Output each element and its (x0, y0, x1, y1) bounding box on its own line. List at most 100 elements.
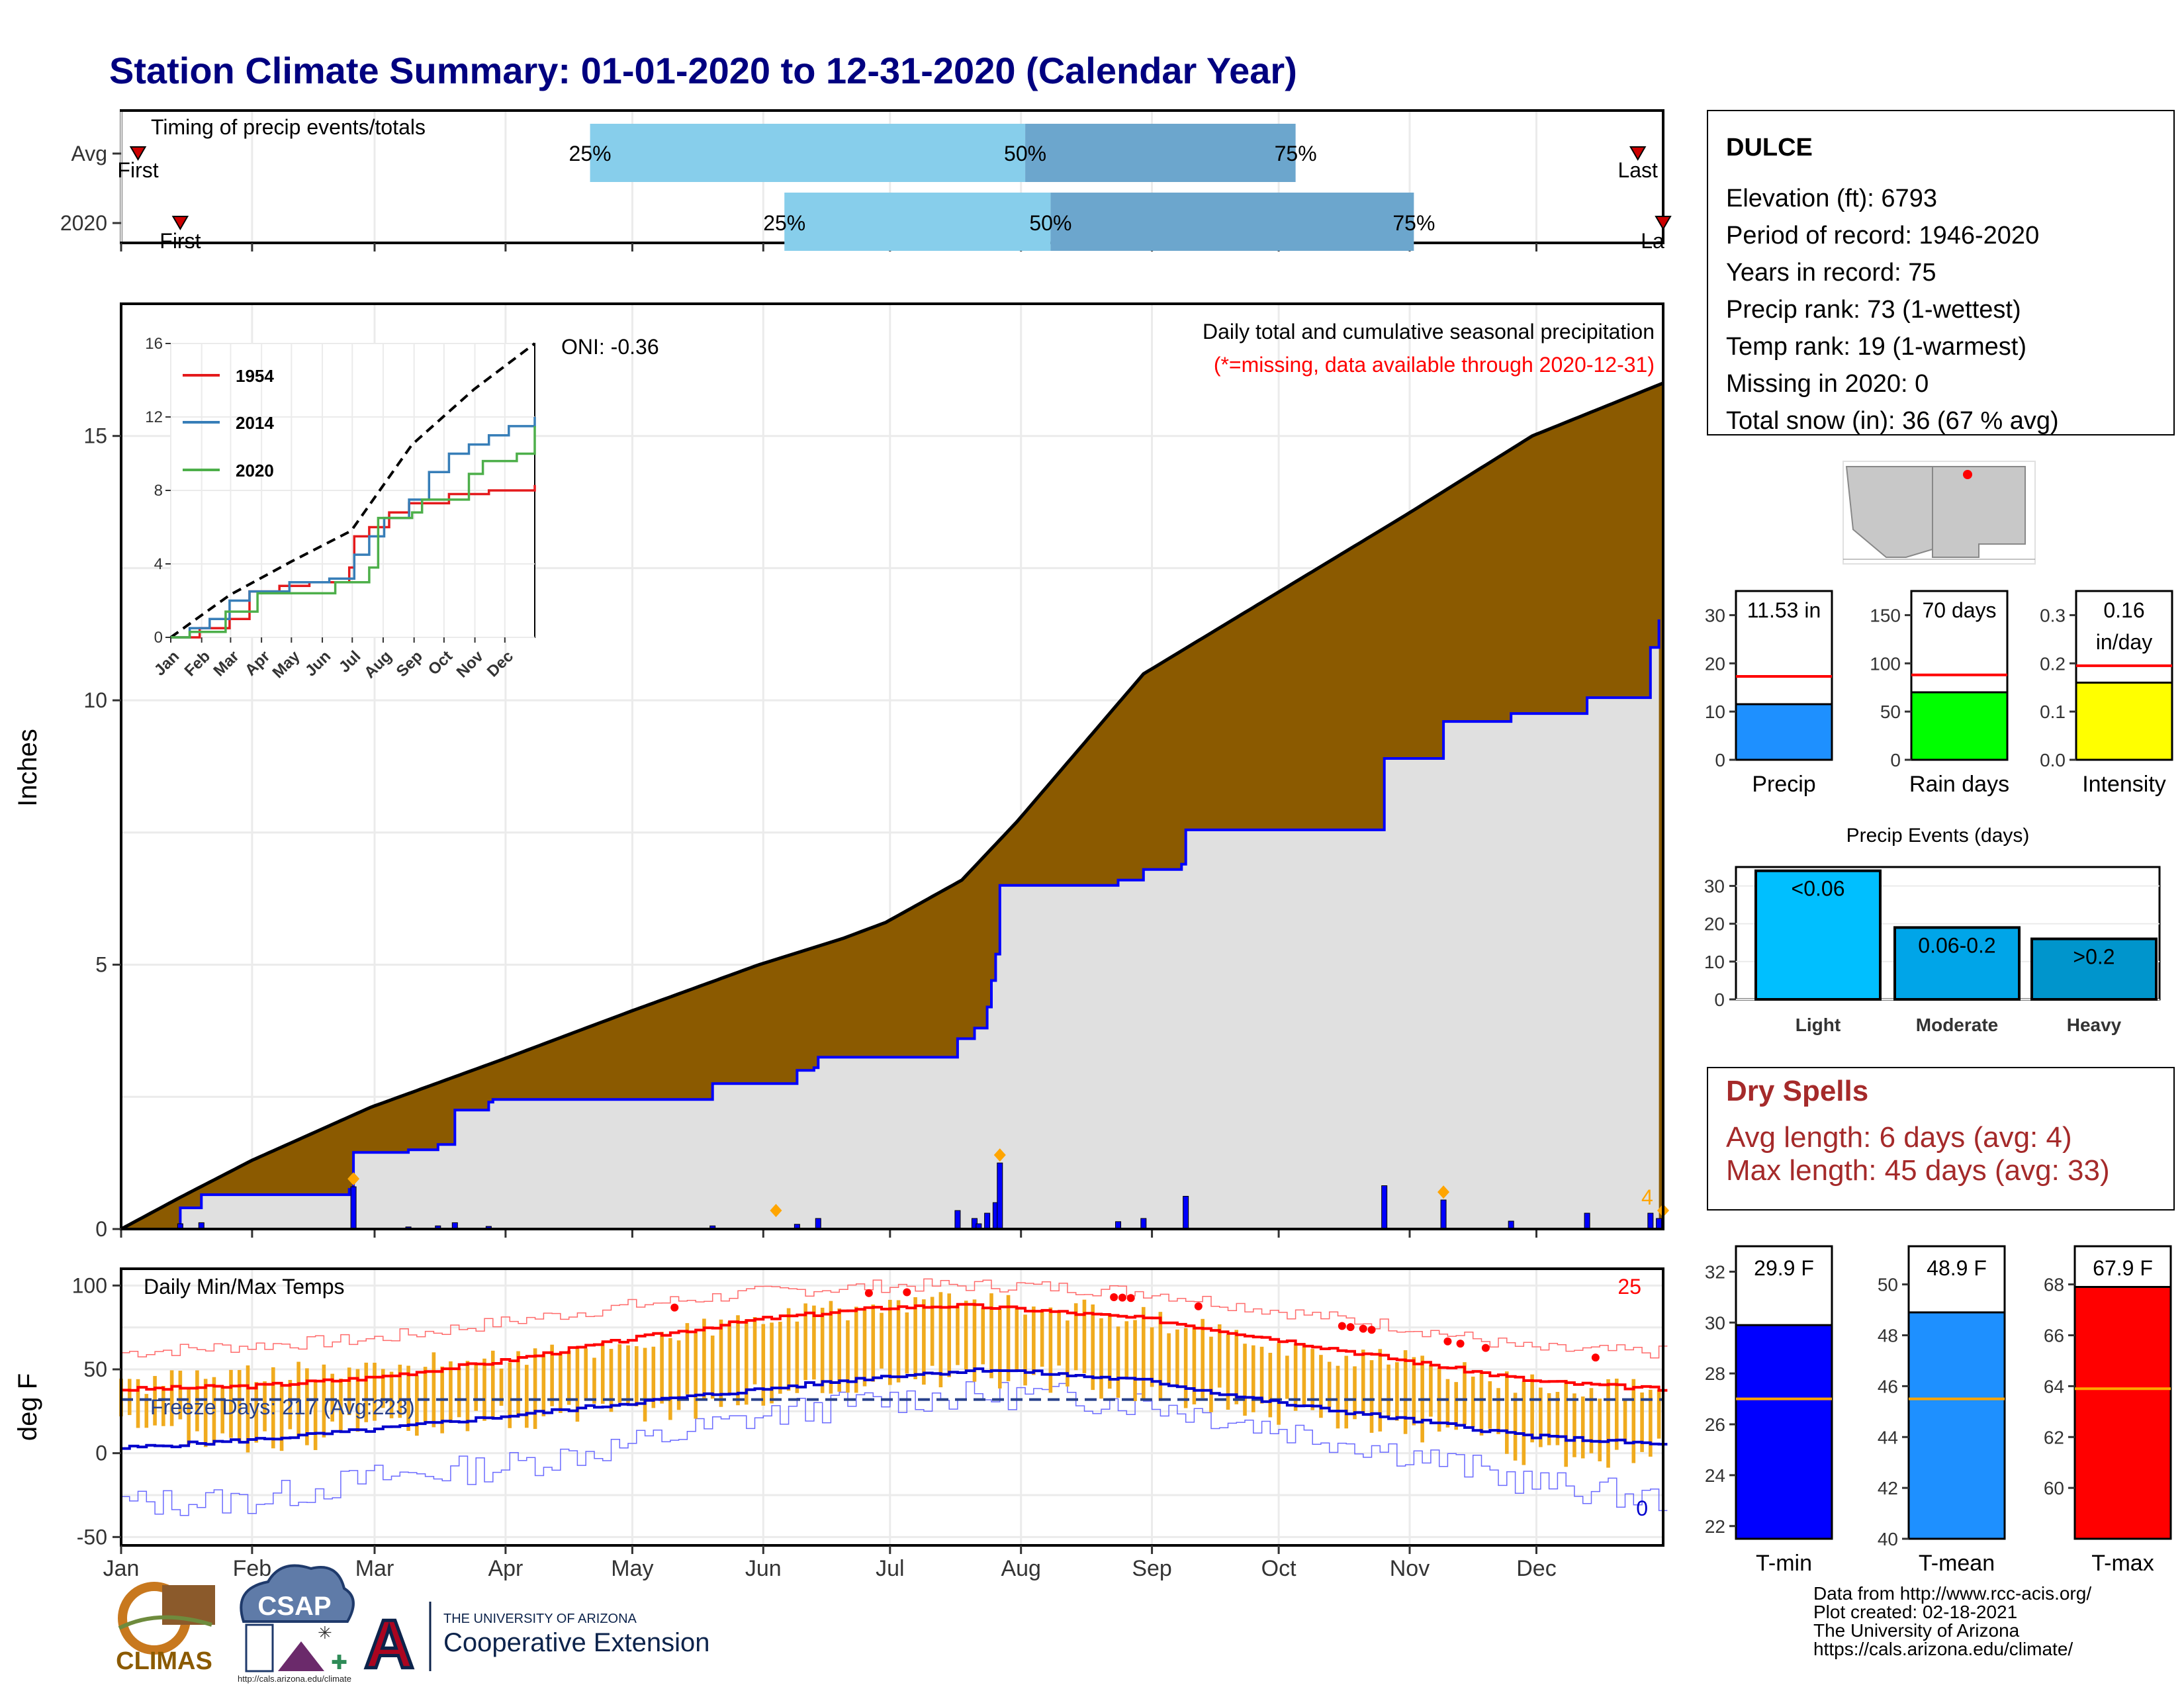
timing-row-2020-label: 2020 (60, 211, 107, 235)
station-name: DULCE (1726, 134, 1813, 161)
temp-range-bar-33 (254, 1382, 259, 1443)
temp-range-bar-101 (541, 1354, 546, 1416)
inset-chart: 1954 2014 2020 0481216JanFebMarAprMayJun… (145, 335, 536, 682)
temp-range-bar-225 (1066, 1320, 1069, 1387)
temp-gauge-1-ytick-label-1: 42 (1878, 1478, 1898, 1498)
inset-series-2014 (171, 417, 536, 639)
record-high-dot-icon-12 (1456, 1340, 1465, 1348)
timing-2020-75pct: 75% (1392, 211, 1435, 235)
gauge-2-ytick-label-1: 0.1 (2040, 702, 2066, 722)
oni-value: ONI: -0.36 (561, 335, 659, 359)
temp-range-bar-343 (1564, 1379, 1568, 1467)
temp-range-bar-321 (1471, 1377, 1475, 1428)
temp-range-bar-325 (1488, 1381, 1492, 1429)
precip-ytick-label-0: 0 (95, 1217, 107, 1241)
temperature-panel: -50 0 50 100 Jan Feb Mar Apr May Jun Jul Aug Sep Oct… (13, 1267, 1668, 1581)
station-years: Years in record: 75 (1726, 259, 1936, 287)
gauge-0-ytick-label-0: 0 (1715, 750, 1725, 770)
dry-spells-box: Dry Spells Avg length: 6 days (avg: 4) M… (1707, 1067, 2175, 1211)
precip-events-bar-heavy (2030, 937, 2158, 1001)
max-marker-icon-1 (770, 1204, 782, 1218)
month-label-jun: Jun (745, 1556, 782, 1581)
record-high-dot-icon-10 (1367, 1326, 1376, 1334)
temp-range-bar-11 (161, 1385, 165, 1426)
temp-range-bar-117 (609, 1349, 614, 1412)
daily-precip-bars (177, 1162, 1662, 1230)
gauge-1-bar (1910, 691, 2009, 761)
avg-min-line (121, 1367, 1668, 1450)
temp-range-bar-307 (1412, 1357, 1416, 1426)
gauge-0-ytick-label-1: 10 (1705, 702, 1725, 722)
temp-range-bar-295 (1361, 1349, 1365, 1414)
temp-range-bar-157 (778, 1322, 782, 1394)
record-high-dot-icon-3 (1110, 1293, 1118, 1301)
temp-range-bar-263 (1226, 1334, 1230, 1410)
temp-range-bar-45 (305, 1368, 309, 1445)
temp-range-bar-179 (871, 1304, 876, 1382)
daily-precip-bar-2 (350, 1186, 357, 1230)
station-precip-rank: Precip rank: 73 (1-wettest) (1726, 296, 2021, 324)
timing-panel: Timing of precip events/totals Avg 2020 … (60, 109, 1672, 253)
temp-range-bar-195 (938, 1292, 943, 1388)
temp-range-bar-355 (1614, 1379, 1619, 1450)
temp-range-bar-323 (1479, 1371, 1484, 1436)
temp-range-bar-319 (1463, 1362, 1467, 1425)
temp-range-bar-67 (398, 1364, 402, 1418)
temp-range-bar-39 (279, 1384, 284, 1451)
temp-range-bar-255 (1192, 1326, 1197, 1404)
temp-range-bar-219 (1040, 1310, 1044, 1367)
temp-range-bar-99 (533, 1348, 537, 1430)
inset-ytick-label-2: 8 (154, 482, 163, 500)
locator-map (1843, 461, 2036, 565)
precip-subheader: (*=missing, data available through 2020-… (1214, 353, 1655, 377)
temp-range-bar-317 (1454, 1382, 1459, 1430)
inset-legend: 1954 2014 2020 (183, 366, 274, 480)
temp-range-bar-199 (956, 1304, 960, 1365)
max-marker-icon-3 (1437, 1185, 1450, 1199)
temp-range-bar-125 (643, 1348, 647, 1422)
temp-gauge-2-label: T-max (2091, 1551, 2154, 1576)
temp-range-bar-311 (1429, 1364, 1433, 1417)
temp-range-bar-253 (1183, 1328, 1188, 1408)
temp-y-axis: -50 0 50 100 (72, 1273, 121, 1549)
month-label-may: May (611, 1556, 653, 1581)
temp-gauge-0-ytick-label-2: 26 (1705, 1414, 1725, 1435)
temp-range-bar-153 (761, 1324, 766, 1406)
inset-series-2020 (171, 426, 536, 639)
csap-mountain-icon (278, 1641, 324, 1671)
temp-gauge-1-label: T-mean (1919, 1551, 1995, 1576)
precip-events-bar-label-light: <0.06 (1792, 877, 1845, 901)
temp-gauge-0-ytick-label-4: 30 (1705, 1312, 1725, 1333)
csap-url: http://cals.arizona.edu/climate (238, 1674, 351, 1684)
temp-range-bar-149 (744, 1319, 749, 1405)
gauge-1-label: Rain days (1909, 772, 2009, 797)
temp-range-bar-201 (964, 1301, 968, 1369)
gauge-2-ytick-label-2: 0.2 (2040, 653, 2066, 674)
temp-range-bar-87 (482, 1358, 486, 1421)
daily-precip-bar-18 (1183, 1195, 1189, 1230)
temp-range-bar-139 (702, 1318, 706, 1399)
temp-range-bar-41 (288, 1379, 293, 1430)
temp-range-bar-143 (719, 1319, 723, 1407)
timing-2020-bar-q25-q50 (784, 193, 1051, 251)
temp-range-bar-165 (812, 1305, 816, 1380)
temp-range-bar-297 (1369, 1360, 1374, 1433)
csap-logo: CSAP ✳ ✚ http://cals.arizona.edu/climate (238, 1564, 355, 1684)
temp-range-bar-239 (1124, 1321, 1129, 1378)
temp-range-bar-243 (1142, 1306, 1146, 1400)
timing-2020-25pct: 25% (763, 211, 805, 235)
temp-range-bar-279 (1293, 1343, 1298, 1411)
temp-range-bar-57 (355, 1369, 360, 1432)
daily-precip-bar-19 (1381, 1185, 1388, 1230)
ua-small-text: THE UNIVERSITY OF ARIZONA (443, 1612, 637, 1626)
temp-range-bar-131 (668, 1338, 672, 1420)
inset-legend-1954: 1954 (236, 366, 274, 386)
precip-events-bar-moderate (1893, 926, 2021, 1001)
temp-range-bar-119 (617, 1344, 622, 1403)
station-period: Period of record: 1946-2020 (1726, 222, 2039, 250)
record-high-dot-icon-4 (1118, 1293, 1126, 1302)
temp-range-bar-327 (1496, 1388, 1500, 1434)
temp-range-bar-209 (997, 1309, 1002, 1389)
inset-ytick-label-1: 4 (154, 555, 163, 573)
temp-range-bar-53 (339, 1379, 343, 1432)
